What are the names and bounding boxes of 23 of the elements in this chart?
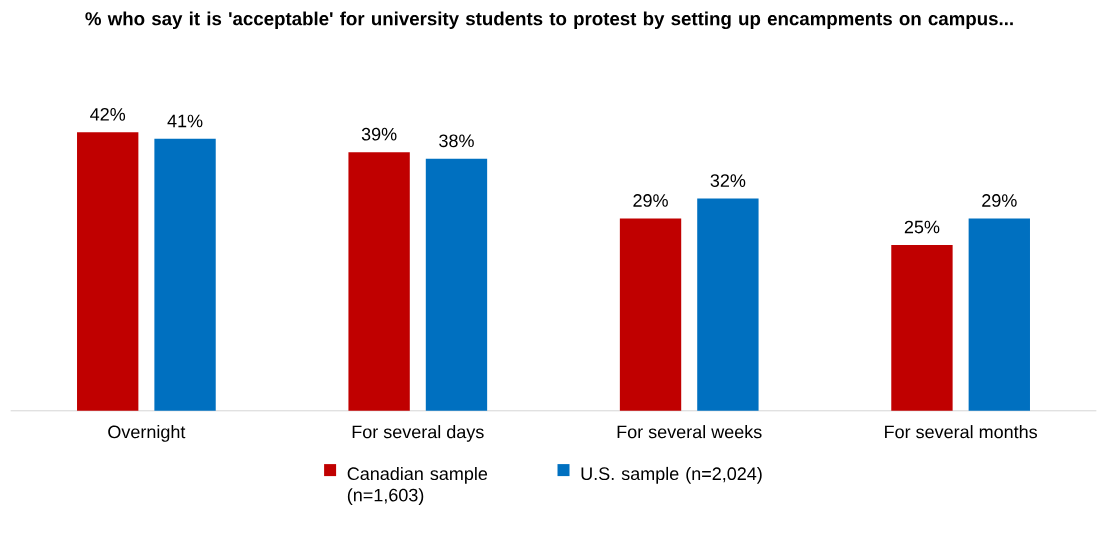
x-tick-label: For several months: [885, 425, 1037, 439]
data-label: 42%: [90, 108, 126, 121]
bar: [697, 198, 759, 412]
bar: [619, 218, 682, 412]
data-label: 29%: [982, 194, 1017, 208]
bar: [348, 152, 410, 412]
x-tick-label: For several weeks: [617, 425, 762, 439]
legend-label: U.S. sample (n=2,024): [581, 467, 762, 484]
x-tick-label: For several days: [352, 425, 484, 443]
data-label: 29%: [633, 194, 668, 208]
legend-label: Canadian sample (n=1,603): [347, 467, 488, 506]
bar: [968, 218, 1030, 412]
x-tick-label: Overnight: [108, 425, 186, 443]
bar: [891, 245, 953, 412]
data-label: 39%: [361, 128, 397, 141]
data-label: 38%: [439, 134, 474, 148]
data-label: 41%: [167, 114, 203, 128]
data-label: 32%: [710, 174, 746, 188]
bar: [154, 139, 216, 412]
bar: [425, 159, 488, 412]
data-label: 25%: [904, 220, 940, 234]
chart-title: % who say it is 'acceptable' for university students to protest by setting up encampments on campus...: [85, 11, 1013, 30]
bar: [77, 132, 139, 412]
